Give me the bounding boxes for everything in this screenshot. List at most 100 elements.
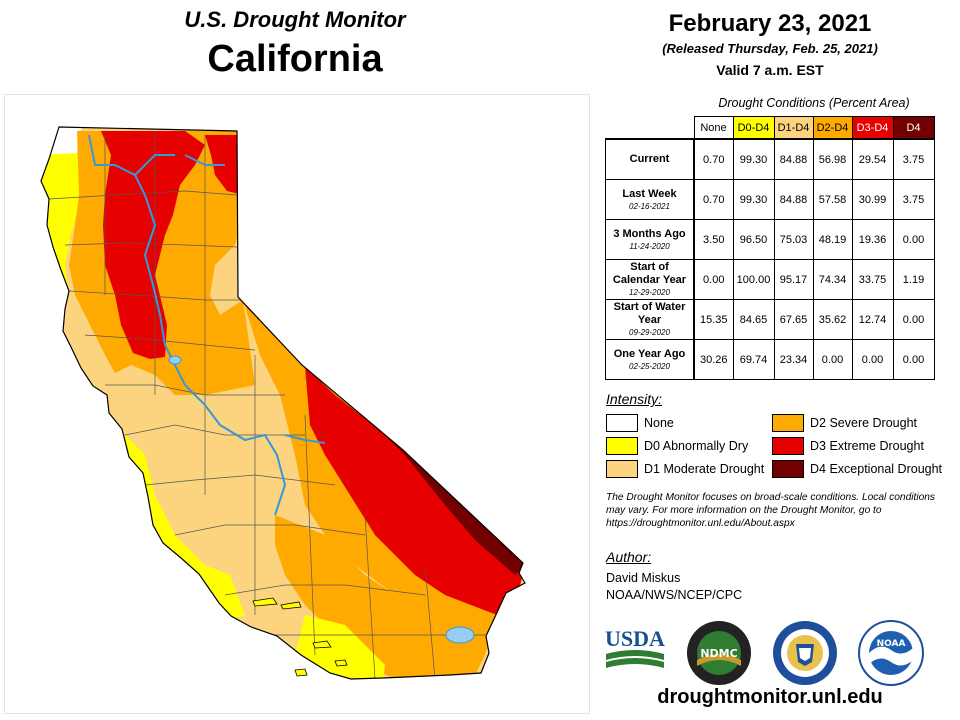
row-label: One Year Ago 02-25-2020 — [605, 339, 695, 380]
table-cell: 3.50 — [693, 219, 734, 260]
table-row: Current 0.70 99.30 84.88 56.98 29.54 3.7… — [605, 138, 935, 180]
legend-label: D0 Abnormally Dry — [644, 439, 749, 453]
ndmc-logo-text: NDMC — [700, 647, 737, 660]
valid-time: Valid 7 a.m. EST — [716, 62, 824, 78]
table-cell: 3.75 — [892, 179, 935, 220]
d0-central-coast — [123, 435, 245, 625]
author-label: Author: — [606, 549, 652, 565]
legend-label: D1 Moderate Drought — [644, 462, 765, 476]
row-label: Current — [605, 138, 695, 180]
table-cell: 12.74 — [851, 299, 894, 340]
legend-label: D4 Exceptional Drought — [810, 462, 943, 476]
lake-tahoe-area — [168, 355, 182, 365]
row-date: 09-29-2020 — [629, 328, 670, 337]
d2-south-band — [275, 515, 445, 679]
row-date: 11-24-2020 — [629, 241, 670, 251]
author-name: David Miskus — [606, 571, 681, 585]
table-cell: 1.19 — [892, 259, 935, 300]
table-row: Last Week 02-16-2021 0.70 99.30 84.88 57.… — [605, 179, 935, 220]
table-cell: 30.26 — [693, 339, 734, 380]
table-cell: 29.54 — [851, 138, 894, 180]
row-label: Last Week 02-16-2021 — [605, 179, 695, 220]
table-cell: 100.00 — [732, 259, 775, 300]
row-label-text: Start of Water Year — [613, 301, 686, 326]
table-cell: 84.88 — [773, 138, 814, 180]
table-cell: 74.34 — [812, 259, 853, 300]
col-header-none: None — [693, 116, 734, 140]
legend-swatch-d2 — [772, 414, 804, 432]
d3-north-valley — [101, 131, 205, 359]
usda-logo: USDA — [604, 624, 666, 677]
rivers — [88, 134, 326, 516]
row-label-text: Start of Calendar Year — [612, 261, 687, 286]
table-row: 3 Months Ago 11-24-2020 3.50 96.50 75.03 … — [605, 219, 935, 260]
date-block: February 23, 2021 (Released Thursday, Fe… — [600, 10, 940, 79]
row-label-text: 3 Months Ago — [613, 227, 686, 240]
noaa-logo: NOAA — [858, 620, 924, 691]
table-cell: 0.70 — [693, 138, 734, 180]
d2-far-south — [385, 635, 455, 679]
noaa-seal-icon: NOAA — [858, 620, 924, 686]
table-cell: 56.98 — [812, 138, 853, 180]
ndmc-seal-icon: NDMC — [687, 621, 751, 685]
release-date: (Released Thursday, Feb. 25, 2021) — [662, 41, 878, 56]
legend-label: D3 Extreme Drought — [810, 439, 924, 453]
drought-conditions-table: None D0-D4 D1-D4 D2-D4 D3-D4 D4 Current … — [605, 116, 935, 380]
row-date: 02-16-2021 — [629, 201, 670, 211]
california-map — [40, 126, 526, 680]
conditions-title: Drought Conditions (Percent Area) — [718, 96, 910, 110]
table-cell: 19.36 — [851, 219, 894, 260]
row-date: 02-25-2020 — [629, 361, 670, 371]
table-cell: 0.70 — [693, 179, 734, 220]
table-cell: 0.00 — [812, 339, 853, 380]
table-corner — [606, 117, 695, 140]
table-cell: 67.65 — [773, 299, 814, 340]
disclaimer-note: The Drought Monitor focuses on broad-sca… — [606, 492, 936, 529]
legend-label: None — [644, 416, 674, 430]
col-header-d0-d4: D0-D4 — [732, 116, 775, 140]
row-label: Start of Calendar Year 12-29-2020 — [605, 259, 695, 300]
row-label-text: Last Week — [622, 187, 677, 200]
table-header-row: None D0-D4 D1-D4 D2-D4 D3-D4 D4 — [606, 116, 935, 140]
row-date: 12-29-2020 — [629, 288, 670, 297]
author-org: NOAA/NWS/NCEP/CPC — [606, 588, 743, 602]
row-label: Start of Water Year 09-29-2020 — [605, 299, 695, 340]
map-title: California — [207, 38, 383, 80]
ndmc-logo: NDMC — [686, 620, 752, 691]
col-header-d2-d4: D2-D4 — [812, 116, 853, 140]
table-cell: 99.30 — [732, 138, 775, 180]
usda-logo-text: USDA — [605, 626, 665, 651]
legend-swatch-d1 — [606, 460, 638, 478]
commerce-logo — [772, 620, 838, 691]
usda-logo-icon: USDA — [605, 626, 665, 668]
row-label-text: Current — [629, 153, 670, 165]
state-outline — [40, 126, 526, 680]
row-label: 3 Months Ago 11-24-2020 — [605, 219, 695, 260]
county-lines — [48, 131, 485, 679]
table-row: One Year Ago 02-25-2020 30.26 69.74 23.34… — [605, 339, 935, 380]
table-row: Start of Water Year 09-29-2020 15.35 84.6… — [605, 299, 935, 340]
table-cell: 96.50 — [732, 219, 775, 260]
map-date: February 23, 2021 — [668, 10, 872, 37]
col-header-d4: D4 — [892, 116, 935, 140]
legend-swatch-none — [606, 414, 638, 432]
drought-map — [4, 94, 590, 714]
table-cell: 69.74 — [732, 339, 775, 380]
title-block: U.S. Drought Monitor California — [150, 6, 440, 82]
table-cell: 57.58 — [812, 179, 853, 220]
table-cell: 75.03 — [773, 219, 814, 260]
table-cell: 30.99 — [851, 179, 894, 220]
table-cell: 84.88 — [773, 179, 814, 220]
table-cell: 0.00 — [851, 339, 894, 380]
table-cell: 0.00 — [892, 299, 935, 340]
row-label-text: One Year Ago — [613, 347, 686, 360]
channel-islands — [252, 597, 348, 677]
site-url: droughtmonitor.unl.edu — [657, 686, 883, 708]
legend-swatch-d4 — [772, 460, 804, 478]
table-cell: 48.19 — [812, 219, 853, 260]
table-row: Start of Calendar Year 12-29-2020 0.00 10… — [605, 259, 935, 300]
table-cell: 35.62 — [812, 299, 853, 340]
table-cell: 99.30 — [732, 179, 775, 220]
table-cell: 3.75 — [892, 138, 935, 180]
table-cell: 23.34 — [773, 339, 814, 380]
